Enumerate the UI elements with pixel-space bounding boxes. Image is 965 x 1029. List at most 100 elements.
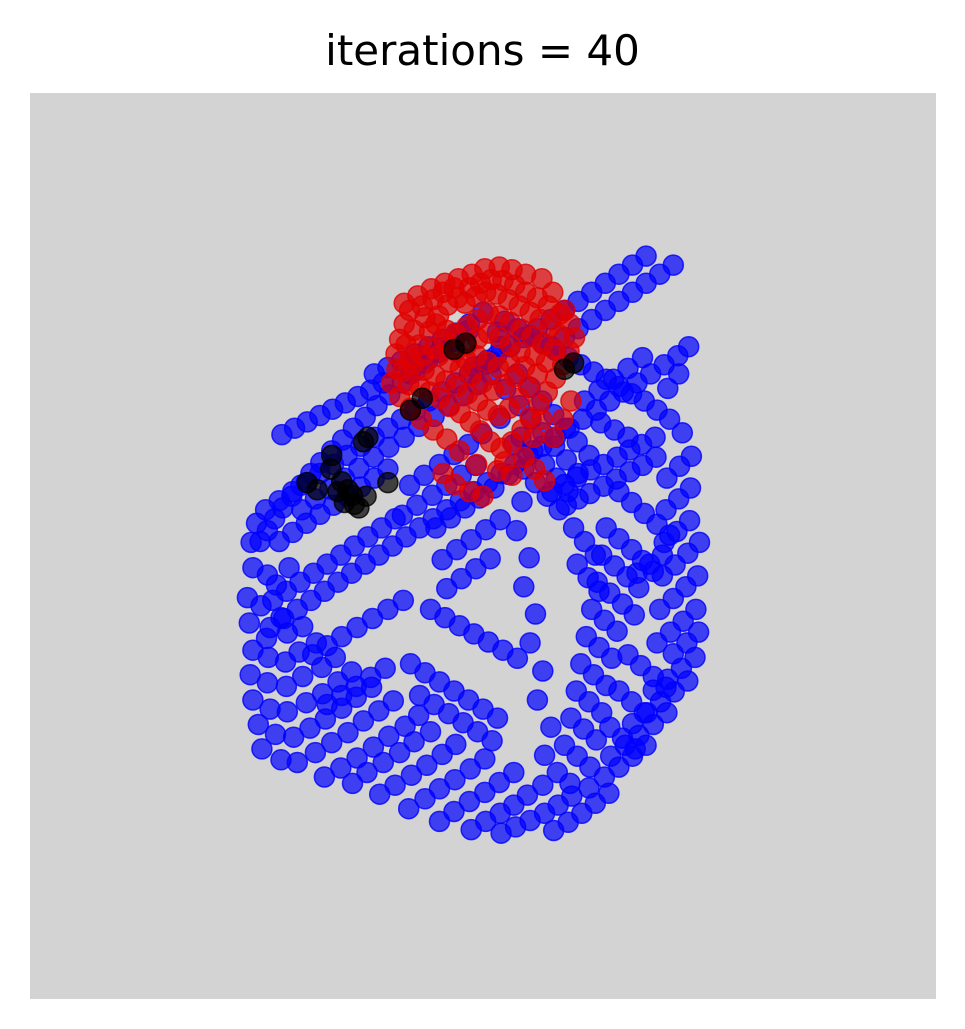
scatter-point <box>455 332 477 354</box>
scatter-point <box>286 751 309 774</box>
scatter-point <box>584 544 607 566</box>
chart-title: iterations = 40 <box>325 26 640 75</box>
scatter-point <box>533 744 556 767</box>
points-layer <box>236 245 711 844</box>
scatter-point <box>256 672 279 694</box>
scatter-point <box>474 748 496 770</box>
scatter-point <box>531 408 553 430</box>
scatter-point <box>337 721 359 744</box>
scatter-point <box>657 377 679 400</box>
scatter-point <box>662 254 685 276</box>
scatter-point <box>282 726 305 748</box>
scatter-point <box>567 462 589 485</box>
scatter-point <box>251 738 273 760</box>
scatter-point <box>445 733 467 756</box>
scatter-point <box>526 689 549 711</box>
scatter-point <box>489 508 511 531</box>
scatter-point <box>352 710 375 732</box>
scatter-point <box>486 707 509 729</box>
scatter-point <box>511 490 533 513</box>
scatter-point <box>330 757 352 779</box>
scatter-point <box>363 363 386 385</box>
scatter-point <box>397 797 420 820</box>
scatter-point <box>578 444 600 467</box>
scatter-point <box>276 701 299 723</box>
scatter-point <box>416 754 438 777</box>
scatter-point <box>559 772 581 795</box>
scatter-point <box>655 676 677 699</box>
scatter-point <box>472 485 494 507</box>
scatter-point <box>679 477 702 499</box>
scatter-point <box>505 519 528 542</box>
scatter-point <box>393 292 415 314</box>
scatter-point <box>382 690 405 712</box>
scatter-point <box>524 603 547 625</box>
scatter-point <box>606 620 628 642</box>
scatter-point <box>680 445 703 468</box>
scatter-point <box>624 738 646 760</box>
plot-background <box>30 93 936 999</box>
scatter-point <box>245 512 268 535</box>
scatter-point <box>378 725 400 748</box>
scatter-point <box>291 665 314 688</box>
scatter-point <box>320 731 343 754</box>
scatter-point <box>356 761 378 784</box>
scatter-point <box>411 387 434 410</box>
scatter-point <box>242 689 264 711</box>
scatter-point <box>384 774 406 796</box>
scatter-point <box>686 565 709 587</box>
scatter-point <box>532 660 554 682</box>
scatter-point <box>548 499 570 521</box>
scatter-point <box>677 335 700 358</box>
scatter-point <box>522 426 545 449</box>
scatter-point <box>533 470 556 492</box>
scatter-point <box>551 408 574 430</box>
scatter-point <box>579 756 601 778</box>
scatter-point <box>419 720 442 743</box>
scatter-point <box>617 357 639 380</box>
scatter-point <box>631 346 654 369</box>
scatter-point <box>599 745 622 767</box>
scatter-point <box>395 334 417 356</box>
scatter-point <box>532 774 554 796</box>
scatter-point <box>316 693 338 716</box>
scatter-point <box>651 544 674 566</box>
scatter-point <box>388 741 411 764</box>
scatter-point <box>678 509 701 532</box>
scatter-plot-area <box>30 93 936 999</box>
scatter-point <box>588 580 610 603</box>
scatter-point <box>352 431 375 453</box>
scatter-point <box>275 675 298 698</box>
scatter-point <box>278 556 300 579</box>
scatter-point <box>671 422 694 444</box>
scatter-point <box>465 453 488 476</box>
scatter-point <box>301 643 324 666</box>
scatter-point <box>555 449 578 471</box>
scatter-point <box>518 547 540 569</box>
scatter-point <box>540 716 562 738</box>
scatter-point <box>557 480 579 503</box>
scatter-point <box>377 471 399 494</box>
scatter-point <box>503 761 525 784</box>
scatter-point <box>372 751 395 774</box>
scatter-point <box>239 663 261 686</box>
scatter-point <box>542 426 565 449</box>
scatter-point <box>519 632 541 654</box>
scatter-point <box>443 800 465 823</box>
scatter-point <box>341 772 364 795</box>
scatter-point <box>249 530 271 553</box>
scatter-point <box>685 598 707 621</box>
scatter-point <box>403 730 425 753</box>
scatter-point <box>513 576 535 598</box>
scatter-point <box>355 485 377 507</box>
scatter-point <box>623 604 646 626</box>
scatter-point <box>313 766 336 788</box>
scatter-point <box>588 379 610 401</box>
scatter-point <box>479 547 501 570</box>
scatter-point <box>516 784 539 806</box>
scatter-point <box>688 531 711 554</box>
scatter-point <box>296 471 318 494</box>
scatter-point <box>667 363 690 385</box>
scatter-point <box>247 713 270 736</box>
scatter-point <box>585 729 608 751</box>
